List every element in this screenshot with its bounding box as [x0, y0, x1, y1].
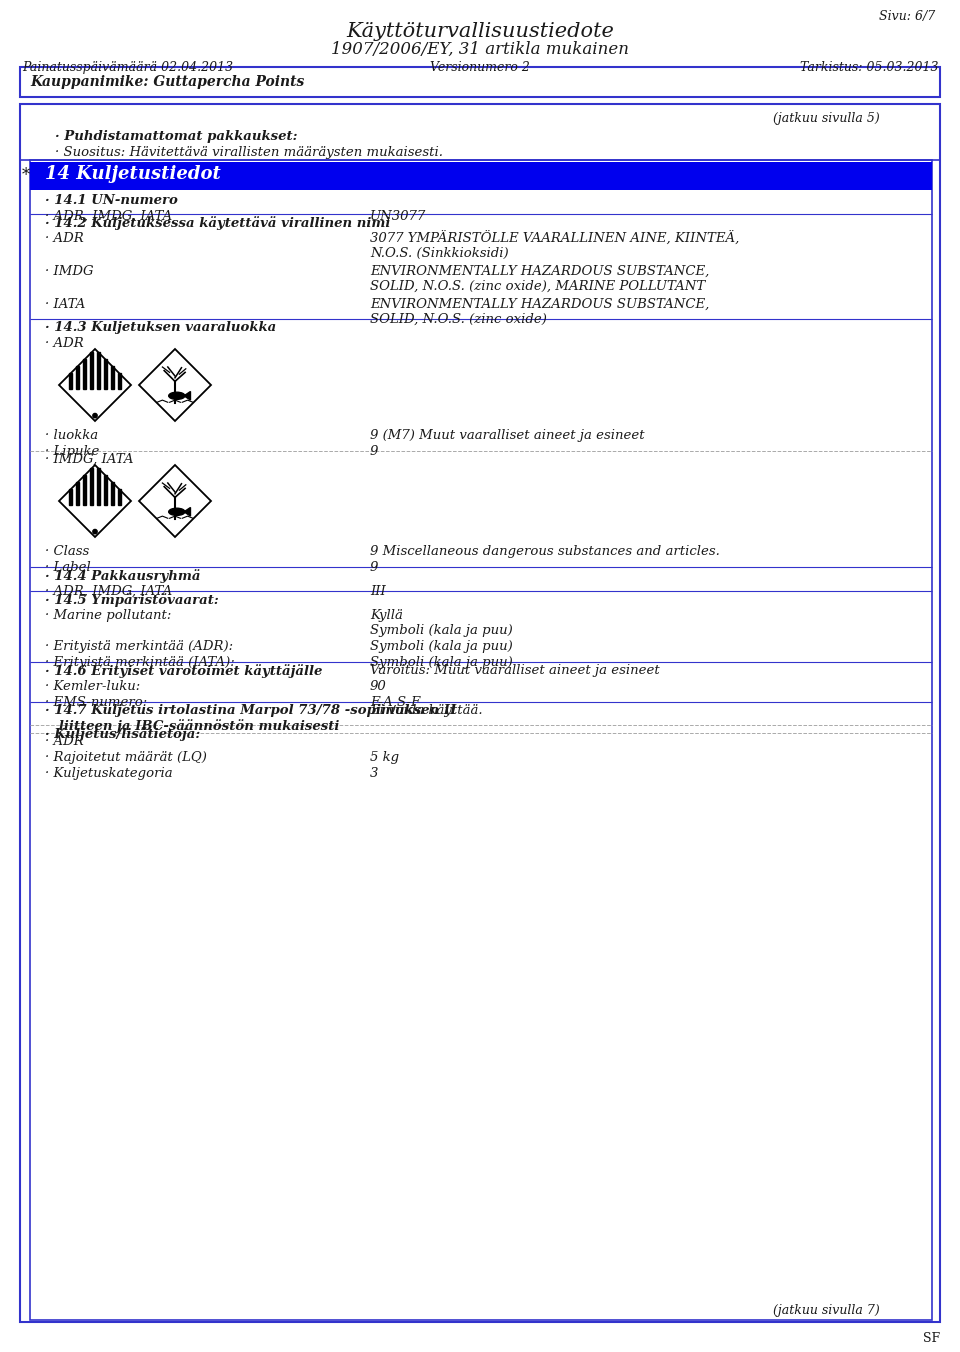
Text: · Label: · Label: [45, 561, 91, 575]
Bar: [110, 366, 114, 388]
Text: SOLID, N.O.S. (zinc oxide): SOLID, N.O.S. (zinc oxide): [370, 314, 547, 326]
Text: ENVIRONMENTALLY HAZARDOUS SUBSTANCE,: ENVIRONMENTALLY HAZARDOUS SUBSTANCE,: [370, 265, 709, 279]
Polygon shape: [184, 507, 190, 516]
Text: · Marine pollutant:: · Marine pollutant:: [45, 608, 172, 622]
Text: · 14.2 Kuljetuksessa käytettävä virallinen nimi: · 14.2 Kuljetuksessa käytettävä virallin…: [45, 216, 391, 230]
Text: · IMDG, IATA: · IMDG, IATA: [45, 453, 133, 466]
Text: Versionumero 2: Versionumero 2: [430, 61, 530, 74]
Text: (jatkuu sivulla 7): (jatkuu sivulla 7): [773, 1303, 880, 1317]
Bar: [110, 483, 114, 504]
Text: · Erityistä merkintää (IATA):: · Erityistä merkintää (IATA):: [45, 656, 235, 669]
Text: · Suositus: Hävitettävä virallisten määräysten mukaisesti.: · Suositus: Hävitettävä virallisten määr…: [55, 146, 443, 160]
Text: liitteen ja IBC-säännöstön mukaisesti: liitteen ja IBC-säännöstön mukaisesti: [45, 719, 340, 733]
Text: · 14.3 Kuljetuksen vaaraluokka: · 14.3 Kuljetuksen vaaraluokka: [45, 320, 276, 334]
Text: · luokka: · luokka: [45, 429, 98, 442]
Text: Symboli (kala ja puu): Symboli (kala ja puu): [370, 656, 513, 669]
Text: · Kuljetuskategoria: · Kuljetuskategoria: [45, 767, 173, 780]
Text: · Puhdistamattomat pakkaukset:: · Puhdistamattomat pakkaukset:: [55, 130, 298, 143]
FancyBboxPatch shape: [20, 68, 940, 97]
Text: · ADR, IMDG, IATA: · ADR, IMDG, IATA: [45, 210, 172, 223]
Bar: [104, 476, 108, 504]
Bar: [97, 469, 101, 504]
Text: · Rajoitetut määrät (LQ): · Rajoitetut määrät (LQ): [45, 750, 206, 764]
Bar: [117, 489, 121, 504]
Text: Painatusspäivämäärä 02.04.2013: Painatusspäivämäärä 02.04.2013: [22, 61, 233, 74]
Bar: [97, 353, 101, 388]
Text: (jatkuu sivulla 5): (jatkuu sivulla 5): [773, 112, 880, 124]
Text: 90: 90: [370, 680, 387, 694]
Text: · ADR: · ADR: [45, 337, 84, 350]
Text: F-A,S-F: F-A,S-F: [370, 696, 420, 708]
Text: · ADR: · ADR: [45, 233, 84, 245]
Bar: [83, 476, 86, 504]
Circle shape: [93, 414, 97, 418]
Bar: [104, 360, 108, 388]
Text: 3077 YMPÄRISTÖLLE VAARALLINEN AINE, KIINTEÄ,: 3077 YMPÄRISTÖLLE VAARALLINEN AINE, KIIN…: [370, 233, 739, 246]
Text: · Lipuke: · Lipuke: [45, 445, 100, 458]
Text: · ADR: · ADR: [45, 735, 84, 748]
Bar: [83, 360, 86, 388]
Text: · 14.5 Ympäristövaarat:: · 14.5 Ympäristövaarat:: [45, 594, 219, 607]
Text: · Kuljetus/lisätietoja:: · Kuljetus/lisätietoja:: [45, 727, 201, 741]
Text: SF: SF: [923, 1332, 940, 1345]
FancyBboxPatch shape: [30, 162, 932, 191]
Text: · IMDG: · IMDG: [45, 265, 94, 279]
Text: 14 Kuljetustiedot: 14 Kuljetustiedot: [45, 165, 221, 183]
Text: UN3077: UN3077: [370, 210, 426, 223]
Text: Varoitus: Muut vaaralliset aineet ja esineet: Varoitus: Muut vaaralliset aineet ja esi…: [370, 664, 660, 677]
Text: · EMS-numero:: · EMS-numero:: [45, 696, 147, 708]
Text: 9 Miscellaneous dangerous substances and articles.: 9 Miscellaneous dangerous substances and…: [370, 545, 720, 558]
Text: Kyllä: Kyllä: [370, 608, 403, 622]
Text: · ADR, IMDG, IATA: · ADR, IMDG, IATA: [45, 585, 172, 598]
Text: III: III: [370, 585, 386, 598]
Polygon shape: [184, 392, 190, 400]
Text: 1907/2006/EY, 31 artikla mukainen: 1907/2006/EY, 31 artikla mukainen: [331, 41, 629, 58]
Text: · IATA: · IATA: [45, 297, 85, 311]
Text: · 14.1 UN-numero: · 14.1 UN-numero: [45, 193, 178, 207]
Bar: [89, 469, 93, 504]
FancyBboxPatch shape: [20, 104, 940, 1322]
Text: · 14.7 Kuljetus irtolastina Marpol 73/78 -sopimuksen II: · 14.7 Kuljetus irtolastina Marpol 73/78…: [45, 704, 456, 717]
Text: Kauppanimike: Guttapercha Points: Kauppanimike: Guttapercha Points: [30, 74, 304, 89]
Text: Ei voida käyttää.: Ei voida käyttää.: [370, 704, 483, 717]
Text: · 14.6 Erityiset varotoimet käyttäjälle: · 14.6 Erityiset varotoimet käyttäjälle: [45, 664, 323, 677]
FancyBboxPatch shape: [30, 160, 932, 1320]
Bar: [89, 353, 93, 388]
Text: 3: 3: [370, 767, 378, 780]
Bar: [117, 373, 121, 388]
Text: 5 kg: 5 kg: [370, 750, 399, 764]
Ellipse shape: [169, 508, 185, 515]
Text: Käyttöturvallisuustiedote: Käyttöturvallisuustiedote: [346, 22, 614, 41]
Text: 9: 9: [370, 561, 378, 575]
Text: Symboli (kala ja puu): Symboli (kala ja puu): [370, 639, 513, 653]
Text: 9: 9: [370, 445, 378, 458]
Circle shape: [93, 530, 97, 534]
Bar: [76, 366, 80, 388]
Text: ENVIRONMENTALLY HAZARDOUS SUBSTANCE,: ENVIRONMENTALLY HAZARDOUS SUBSTANCE,: [370, 297, 709, 311]
Text: Sivu: 6/7: Sivu: 6/7: [878, 9, 935, 23]
Bar: [68, 373, 72, 388]
Text: N.O.S. (Sinkkioksidi): N.O.S. (Sinkkioksidi): [370, 247, 509, 260]
Bar: [68, 489, 72, 504]
Text: Tarkistus: 05.03.2013: Tarkistus: 05.03.2013: [800, 61, 938, 74]
Text: Symboli (kala ja puu): Symboli (kala ja puu): [370, 625, 513, 637]
Text: 9 (M7) Muut vaaralliset aineet ja esineet: 9 (M7) Muut vaaralliset aineet ja esinee…: [370, 429, 644, 442]
Text: · 14.4 Pakkausryhmä: · 14.4 Pakkausryhmä: [45, 569, 201, 583]
Text: *: *: [22, 168, 31, 184]
Text: · Class: · Class: [45, 545, 89, 558]
Ellipse shape: [169, 392, 185, 399]
Bar: [76, 483, 80, 504]
Text: SOLID, N.O.S. (zinc oxide), MARINE POLLUTANT: SOLID, N.O.S. (zinc oxide), MARINE POLLU…: [370, 280, 706, 293]
Text: · Kemler-luku:: · Kemler-luku:: [45, 680, 140, 694]
Text: · Erityistä merkintää (ADR):: · Erityistä merkintää (ADR):: [45, 639, 233, 653]
